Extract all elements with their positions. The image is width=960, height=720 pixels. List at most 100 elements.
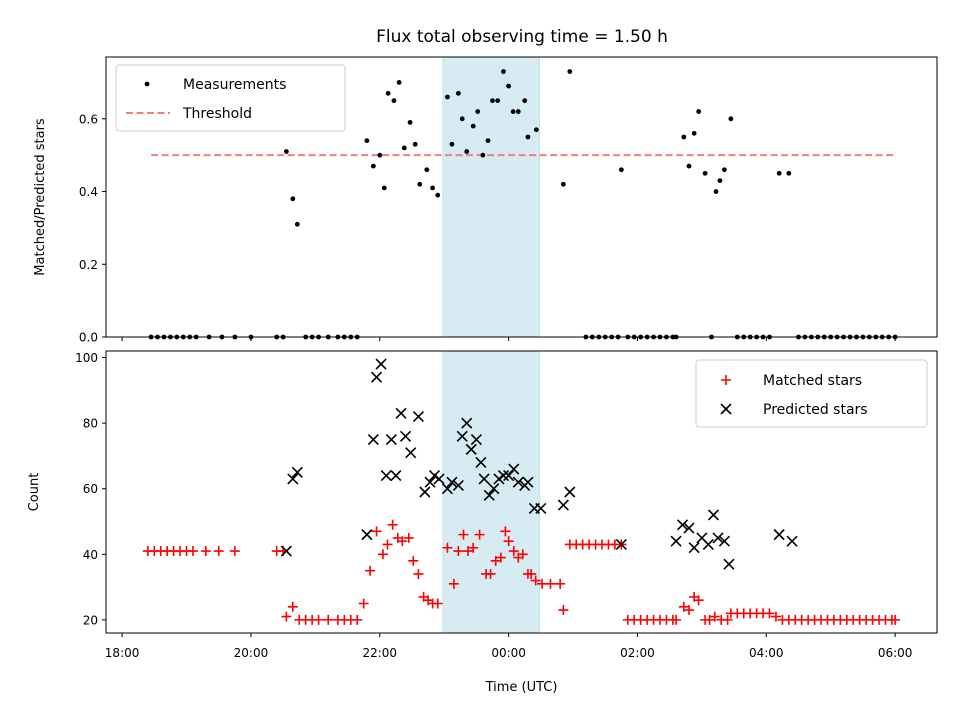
measurement-point: [696, 109, 702, 114]
x-tick-label: 20:00: [234, 646, 269, 660]
ratio-panel: 0.0 0.2 0.4 0.6 Matched/Predicted stars Measu…: [33, 56, 938, 345]
measurement-point: [290, 196, 296, 202]
matched-point: [770, 611, 781, 622]
figure-title: Flux total observing time = 1.50 h: [376, 27, 668, 47]
predicted-point: [380, 470, 392, 482]
matched-point: [323, 614, 334, 625]
predicted-point: [405, 447, 417, 459]
matched-point: [500, 526, 511, 537]
x-tick-label: 06:00: [878, 646, 913, 660]
matched-point: [382, 539, 393, 550]
predicted-point: [375, 358, 387, 370]
matched-point: [453, 546, 464, 557]
legend-box: [695, 359, 928, 428]
measurement-point: [385, 90, 391, 96]
measurement-point: [495, 98, 501, 104]
matched-point: [352, 614, 363, 625]
measurement-point: [480, 152, 486, 158]
legend: Measurements Threshold: [115, 64, 346, 132]
predicted-point: [497, 470, 510, 482]
measurement-point: [722, 167, 727, 173]
y-tick-label: 0.0: [79, 331, 98, 345]
predicted-point: [535, 502, 547, 514]
measurement-point: [401, 145, 407, 151]
y-axis-label: Count: [27, 473, 42, 512]
measurement-point: [506, 83, 512, 89]
matched-point: [530, 575, 541, 586]
x-tick-label: 04:00: [749, 646, 784, 660]
predicted-point: [412, 411, 424, 423]
measurement-point: [283, 149, 289, 154]
y-tick-label: 0.2: [79, 258, 98, 272]
measurement-point: [786, 170, 792, 176]
x-tick-label: 00:00: [491, 646, 526, 660]
predicted-point: [461, 417, 473, 429]
y-tick-label: 40: [83, 548, 98, 562]
matched-point: [413, 568, 424, 579]
measurement-point: [449, 141, 455, 147]
predicted-point: [773, 529, 785, 541]
matched-point: [474, 529, 485, 540]
legend-label: Threshold: [182, 106, 252, 122]
measurement-point: [396, 80, 402, 85]
matched-point: [468, 542, 479, 553]
series-predicted-stars: [280, 358, 798, 570]
measurement-point: [470, 123, 476, 129]
measurement-point: [417, 181, 423, 187]
matched-point: [485, 568, 496, 579]
measurement-point: [430, 185, 436, 191]
predicted-point: [522, 476, 534, 488]
x-tick-label: 02:00: [620, 646, 655, 660]
measurement-point: [445, 94, 450, 100]
legend-label: Measurements: [183, 77, 286, 93]
measurement-point: [717, 178, 723, 184]
matched-point: [408, 555, 419, 566]
measurement-point: [294, 221, 300, 227]
predicted-point: [452, 479, 464, 492]
y-tick-label: 0.4: [79, 185, 98, 199]
matched-point: [683, 605, 694, 616]
matched-point: [890, 614, 901, 625]
predicted-point: [419, 486, 431, 498]
predicted-point: [483, 489, 495, 501]
measurement-point: [364, 138, 370, 144]
measurement-point: [459, 116, 465, 122]
matched-point: [365, 565, 376, 576]
measurement-point: [728, 116, 734, 122]
matched-point: [397, 536, 408, 547]
axes-frame: [105, 56, 938, 338]
matched-point: [537, 578, 548, 589]
count-panel: 20 40 60 80 100 18:00 20:00 22:00 00:00 02:00 04:0…: [27, 350, 938, 695]
matched-point: [458, 529, 469, 540]
measurement-point: [407, 120, 413, 125]
predicted-point: [361, 529, 373, 541]
matched-point: [693, 595, 704, 606]
predicted-point: [287, 473, 299, 485]
matched-point: [545, 578, 556, 589]
measurement-point: [776, 170, 782, 176]
measurement-point: [501, 69, 506, 74]
predicted-point: [512, 476, 524, 488]
matched-point: [517, 549, 528, 560]
measurement-point: [560, 181, 566, 187]
predicted-point: [433, 473, 445, 485]
matched-point: [508, 546, 519, 557]
predicted-point: [475, 456, 487, 469]
legend: Matched stars Predicted stars: [695, 359, 928, 428]
matched-point: [558, 605, 569, 616]
predicted-point: [367, 433, 379, 446]
predicted-point: [385, 433, 397, 446]
predicted-point: [508, 463, 520, 475]
matched-point: [764, 608, 775, 619]
predicted-point: [676, 519, 689, 531]
predicted-point: [465, 443, 477, 455]
y-tick-label: 20: [83, 613, 98, 627]
matched-point: [555, 578, 566, 589]
legend-measurement-marker: [144, 81, 150, 87]
matched-point: [287, 601, 298, 612]
measurement-point: [510, 109, 516, 114]
measurement-point: [713, 189, 719, 194]
predicted-point: [702, 538, 714, 551]
measurement-point: [455, 90, 461, 96]
predicted-point: [557, 499, 569, 511]
